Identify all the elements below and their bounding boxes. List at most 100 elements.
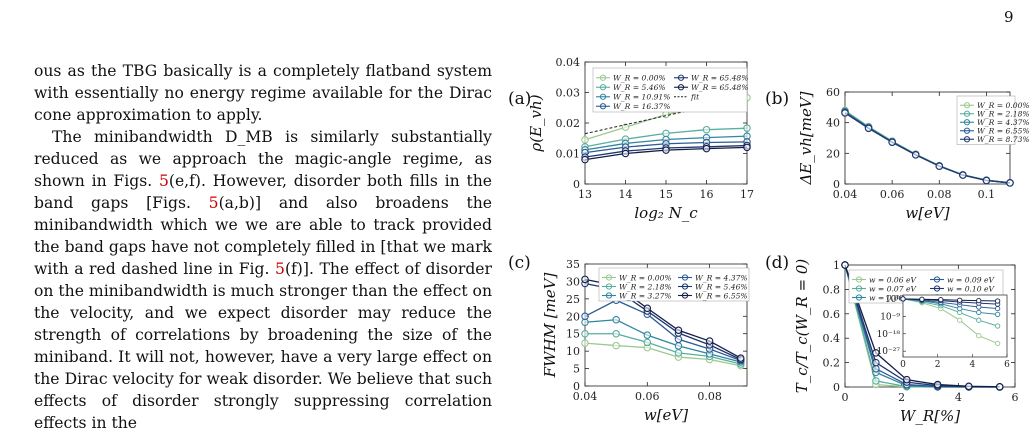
legend-label: W_R = 65.48% [691, 74, 748, 83]
inset-data-point [976, 309, 982, 316]
legend-label: w = 0.09 eV [947, 275, 996, 284]
legend-marker [681, 283, 689, 290]
y-tick-label: 0.4 [823, 332, 841, 345]
inset-x-tick-label: 4 [969, 360, 975, 370]
text-run: (f)]. The effect of disorder on the mini… [34, 260, 492, 432]
data-point [872, 349, 880, 357]
body-text: ous as the TBG basically is a completely… [34, 60, 492, 434]
inset-data-point [994, 311, 1001, 318]
inset-x-tick-label: 0 [900, 360, 906, 370]
data-point [737, 354, 745, 362]
x-tick-label: 0.04 [833, 188, 858, 201]
figure-reference-link[interactable]: 5 [208, 194, 219, 212]
series-line [584, 342, 741, 367]
legend-marker [933, 276, 941, 283]
legend-label: fit [690, 93, 700, 102]
data-point [612, 341, 620, 350]
chart-panel-0: (a) 13 14 15 16 17 0 0.01 0.02 0.03 0.04 log₂ N_c ρ(… [508, 56, 754, 222]
inset-data-point [994, 340, 1001, 347]
figure-reference-link[interactable]: 5 [275, 260, 285, 278]
data-point [935, 162, 944, 170]
series-line [584, 319, 741, 363]
x-axis-label: log₂ N_c [634, 204, 698, 222]
data-point [872, 377, 880, 385]
series-line [585, 333, 741, 365]
chart-panel-1: (b) 0.04 0.06 0.08 0.1 0 20 40 60 w[eV] ΔE_vh[meV]… [765, 86, 1029, 222]
x-tick-label: 0.1 [978, 188, 996, 201]
data-point [743, 124, 751, 132]
y-tick-label: 35 [566, 258, 580, 271]
inset-y-tick-label: 10⁰ [885, 295, 900, 305]
inset-data-point [900, 296, 906, 302]
data-point [612, 329, 620, 338]
legend-marker [681, 292, 689, 299]
data-point [674, 342, 683, 350]
legend-marker [605, 274, 613, 281]
inset-y-tick-label: 10⁻¹⁸ [877, 330, 901, 340]
inset-data-point [976, 333, 982, 339]
inset-data-point [994, 298, 1001, 304]
y-tick-label: 0.6 [823, 308, 841, 321]
legend: W_R = 0.00%W_R = 2.18%W_R = 4.37%W_R = 6… [956, 95, 1029, 145]
legend-label: W_R = 6.55% [695, 291, 748, 300]
y-tick-label: 0 [833, 178, 840, 191]
inset-plot: 0 2 4 6 10⁰ 10⁻⁹ 10⁻¹⁸ 10⁻²⁷ [877, 294, 1010, 370]
x-tick-label: 17 [740, 188, 754, 201]
series-line [844, 112, 1011, 184]
x-tick-label: 0.06 [880, 188, 905, 201]
panel-label: (d) [765, 253, 789, 273]
data-point [982, 176, 991, 185]
paragraph: The minibandwidth D_MB is similarly subs… [34, 126, 492, 434]
x-tick-label: 16 [700, 188, 714, 201]
legend-marker [681, 274, 689, 281]
chart-panel-3: (d) 0 2 4 6 0 0.2 0.4 0.6 0.8 1 W_R[%] T_c/T_c(W_R =… [765, 253, 1019, 425]
legend: W_R = 0.00%W_R = 2.18%W_R = 3.27% W_R = 4… [598, 267, 750, 302]
data-point [621, 149, 630, 158]
data-point [995, 383, 1004, 391]
data-point [674, 335, 683, 344]
data-point [643, 338, 652, 347]
data-point [643, 331, 652, 339]
data-point [743, 143, 751, 152]
x-tick-label: 2 [898, 391, 905, 404]
series-line [584, 299, 741, 362]
inset-x-tick-label: 2 [935, 360, 941, 370]
y-tick-label: 0.8 [823, 283, 841, 296]
page-number: 9 [1004, 8, 1014, 26]
y-tick-label: 0.01 [556, 148, 581, 161]
data-point [662, 129, 670, 138]
inset-series-line [902, 298, 998, 344]
inset-data-point [938, 296, 944, 303]
legend-label: W_R = 0.00% [613, 74, 666, 83]
data-point [872, 364, 880, 373]
data-point [1006, 179, 1014, 187]
figure-reference-link[interactable]: 5 [158, 172, 169, 190]
y-tick-label: 30 [566, 275, 580, 288]
legend-label: W_R = 10.91% [613, 93, 670, 102]
data-point [581, 136, 589, 144]
legend-marker [599, 74, 607, 81]
y-tick-label: 20 [826, 147, 840, 160]
inset-data-point [994, 323, 1001, 329]
x-tick-label: 13 [578, 188, 592, 201]
legend-label: w = 0.06 eV [869, 275, 918, 284]
y-tick-label: 1 [833, 259, 840, 272]
inset-data-point [976, 297, 982, 304]
data-point [581, 312, 589, 321]
data-point [674, 349, 683, 357]
text-run: The minibandwidth D_MB is similarly subs… [34, 128, 492, 190]
legend-marker [933, 285, 941, 292]
legend-label: W_R = 8.73% [977, 135, 1029, 144]
legend-label: W_R = 3.27% [619, 291, 672, 300]
y-axis-label: ρ(E_vh) [527, 94, 545, 152]
legend-marker [963, 136, 971, 143]
x-tick-label: 6 [1012, 391, 1019, 404]
y-tick-label: 40 [826, 117, 840, 130]
inset-data-point [994, 305, 1001, 312]
x-tick-label: 0.08 [927, 188, 952, 201]
x-tick-label: 15 [659, 188, 673, 201]
y-tick-label: 10 [566, 345, 580, 358]
y-tick-label: 25 [566, 293, 580, 306]
data-point [872, 358, 880, 367]
